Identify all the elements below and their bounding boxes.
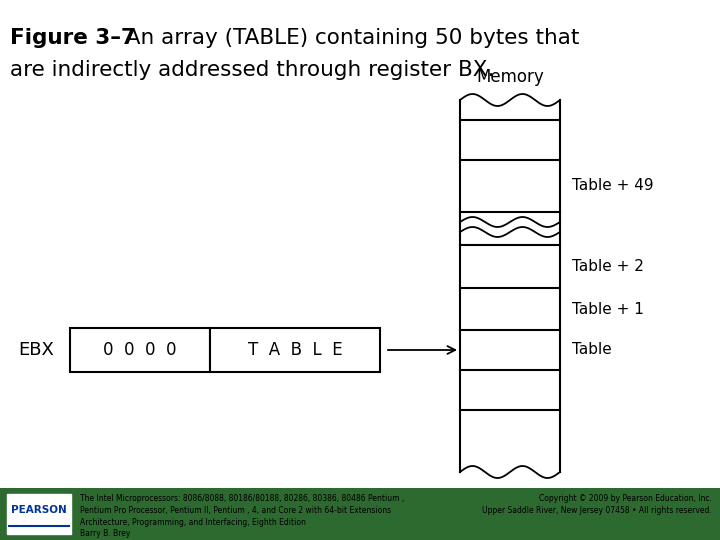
- Text: EBX: EBX: [18, 341, 54, 359]
- Text: An array (TABLE) containing 50 bytes that: An array (TABLE) containing 50 bytes tha…: [112, 28, 580, 48]
- Text: T  A  B  L  E: T A B L E: [248, 341, 342, 359]
- Text: Table + 2: Table + 2: [572, 259, 644, 274]
- Text: Memory: Memory: [476, 68, 544, 86]
- Text: Figure 3–7: Figure 3–7: [10, 28, 136, 48]
- Bar: [70, 328, 210, 372]
- Bar: [0, 488, 720, 540]
- Bar: [210, 328, 380, 372]
- Text: 0  0  0  0: 0 0 0 0: [103, 341, 176, 359]
- Text: Table + 49: Table + 49: [572, 179, 654, 193]
- Text: are indirectly addressed through register BX.: are indirectly addressed through registe…: [10, 60, 495, 80]
- Text: Table + 1: Table + 1: [572, 301, 644, 316]
- Text: Table: Table: [572, 342, 612, 357]
- Text: Copyright © 2009 by Pearson Education, Inc.
Upper Saddle River, New Jersey 07458: Copyright © 2009 by Pearson Education, I…: [482, 494, 712, 515]
- Text: PEARSON: PEARSON: [11, 505, 67, 515]
- Bar: [7, 494, 71, 534]
- Text: The Intel Microprocessors: 8086/8088, 80186/80188, 80286, 80386, 80486 Pentium ,: The Intel Microprocessors: 8086/8088, 80…: [80, 494, 404, 538]
